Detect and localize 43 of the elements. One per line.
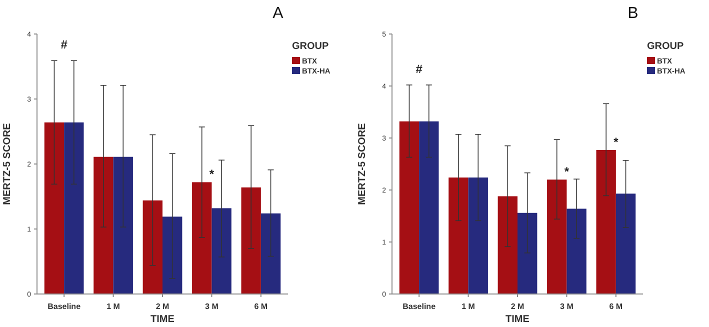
- x-tick-label: 1 M: [462, 302, 476, 311]
- bar: [162, 216, 182, 294]
- bar: [596, 150, 616, 294]
- x-tick-label: 6 M: [254, 302, 268, 311]
- legend-title: GROUP: [292, 41, 329, 52]
- bar: [260, 213, 281, 294]
- bar: [468, 178, 488, 294]
- y-axis-title: MERTZ-5 SCORE: [2, 122, 13, 205]
- x-tick-label: Baseline: [48, 302, 82, 311]
- x-tick-label: 3 M: [560, 302, 574, 311]
- x-tick-label: 6 M: [609, 302, 623, 311]
- x-tick-label: 2 M: [156, 302, 170, 311]
- bar: [566, 208, 586, 294]
- bar: [547, 180, 567, 294]
- x-axis-title: TIME: [150, 314, 175, 325]
- bar: [64, 122, 84, 294]
- annotation: #: [416, 62, 423, 76]
- bar: [399, 121, 420, 294]
- bar: [44, 122, 64, 294]
- annotation: *: [614, 134, 619, 149]
- x-axis-title: TIME: [506, 314, 530, 325]
- chart-title: B: [628, 5, 638, 22]
- bar: [616, 194, 636, 294]
- bar: [94, 156, 114, 294]
- x-tick-label: 2 M: [510, 302, 524, 311]
- x-tick-label: 1 M: [106, 302, 120, 311]
- annotation: #: [60, 38, 68, 52]
- bar: [241, 187, 261, 294]
- legend-title: GROUP: [647, 41, 684, 52]
- annotation: *: [564, 164, 570, 179]
- bar: [113, 156, 133, 294]
- y-axis-title: MERTZ-5 SCORE: [357, 122, 368, 205]
- annotation: *: [209, 167, 214, 182]
- bar: [419, 121, 439, 294]
- bar: [518, 212, 538, 294]
- bar: [498, 196, 518, 294]
- bar: [212, 208, 232, 294]
- x-tick-label: Baseline: [402, 302, 436, 311]
- chart-title: A: [272, 5, 284, 22]
- bar: [192, 182, 212, 294]
- x-tick-label: 3 M: [205, 302, 219, 311]
- bar: [448, 178, 468, 294]
- bar: [142, 200, 162, 294]
